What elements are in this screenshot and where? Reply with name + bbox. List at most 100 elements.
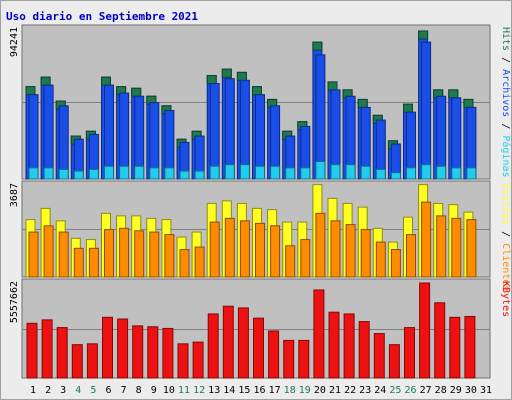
bar-clientes-day-29 xyxy=(451,217,462,278)
x-tick-day-10: 10 xyxy=(163,385,175,396)
legend-text-top-2: Archivos xyxy=(500,63,511,117)
bar-kbytes-day-27 xyxy=(419,282,431,379)
bar-clientes-day-13 xyxy=(209,221,220,278)
bar-paginas-day-5 xyxy=(88,168,99,180)
bar-clientes-day-25 xyxy=(390,249,401,278)
bar-clientes-day-5 xyxy=(88,247,99,278)
bar-paginas-day-9 xyxy=(149,167,160,180)
bar-clientes-day-16 xyxy=(255,222,265,278)
bar-clientes-day-22 xyxy=(345,224,356,278)
bar-archivos-day-1 xyxy=(28,94,39,180)
bar-clientes-day-3 xyxy=(58,231,69,278)
bar-hits-cap-day-27 xyxy=(418,30,429,40)
bar-kbytes-day-12 xyxy=(192,341,204,379)
bar-clientes-day-1 xyxy=(28,231,39,278)
bar-kbytes-day-4 xyxy=(71,344,83,379)
bar-kbytes-day-8 xyxy=(132,325,144,379)
legend-text-top-4: Páginas xyxy=(500,129,512,177)
bar-paginas-day-23 xyxy=(360,165,371,180)
bar-kbytes-day-5 xyxy=(86,343,98,379)
legend-text-top-0: Hits xyxy=(500,27,511,51)
bar-clientes-day-9 xyxy=(149,231,160,278)
x-tick-day-9: 9 xyxy=(151,385,157,396)
bar-paginas-day-1 xyxy=(28,167,39,180)
x-tick-day-29: 29 xyxy=(450,385,462,396)
bar-kbytes-day-1 xyxy=(26,322,38,379)
bar-kbytes-day-24 xyxy=(373,333,385,379)
bar-kbytes-day-6 xyxy=(102,316,113,379)
x-tick-day-23: 23 xyxy=(359,385,371,396)
bar-kbytes-day-26 xyxy=(404,327,415,379)
bar-archivos-day-6 xyxy=(104,84,114,180)
bar-clientes-day-20 xyxy=(315,212,326,278)
bar-paginas-day-6 xyxy=(104,165,114,180)
right-legend-bottom: KBytes xyxy=(500,281,511,317)
bar-clientes-day-21 xyxy=(330,220,341,278)
bar-kbytes-day-19 xyxy=(298,339,310,379)
bar-clientes-day-30 xyxy=(466,219,477,278)
bar-paginas-day-17 xyxy=(270,165,281,180)
bar-paginas-day-4 xyxy=(73,170,84,180)
y-max-label-bottom: 5557662 xyxy=(9,281,20,323)
bar-clientes-day-24 xyxy=(375,241,386,278)
bar-kbytes-day-2 xyxy=(41,319,53,379)
bar-archivos-day-14 xyxy=(224,78,235,180)
bar-paginas-day-14 xyxy=(224,164,235,180)
bar-paginas-day-26 xyxy=(406,167,416,180)
bar-hits-cap-day-15 xyxy=(236,71,247,81)
x-tick-day-2: 2 xyxy=(45,385,51,396)
bar-archivos-day-13 xyxy=(209,83,220,180)
bar-paginas-day-24 xyxy=(375,168,386,180)
bar-kbytes-day-28 xyxy=(434,302,446,379)
bar-kbytes-day-23 xyxy=(358,321,370,379)
x-tick-day-7: 7 xyxy=(121,385,127,396)
legend-text-top-1: / xyxy=(500,51,511,63)
bar-kbytes-day-20 xyxy=(313,289,325,379)
bar-archivos-day-29 xyxy=(451,97,462,180)
bar-clientes-day-8 xyxy=(134,230,145,278)
bar-clientes-day-26 xyxy=(406,234,416,278)
bar-archivos-day-2 xyxy=(43,84,54,180)
legend-text-middle-2: Clientes xyxy=(500,237,511,291)
x-tick-day-6: 6 xyxy=(105,385,111,396)
bar-kbytes-day-7 xyxy=(117,318,129,379)
bar-clientes-day-19 xyxy=(300,239,311,278)
bar-clientes-day-7 xyxy=(119,227,130,278)
x-tick-day-30: 30 xyxy=(465,385,477,396)
bar-kbytes-day-14 xyxy=(222,305,234,379)
bar-hits-cap-day-23 xyxy=(357,98,368,108)
x-tick-day-3: 3 xyxy=(60,385,66,396)
bar-kbytes-day-17 xyxy=(268,330,280,379)
x-tick-day-5: 5 xyxy=(90,385,96,396)
bar-kbytes-day-21 xyxy=(328,311,340,379)
bar-paginas-day-7 xyxy=(119,165,130,180)
x-tick-day-20: 20 xyxy=(314,385,326,396)
bar-paginas-day-3 xyxy=(58,168,69,180)
bar-hits-cap-day-26 xyxy=(403,103,413,113)
bar-hits-cap-day-2 xyxy=(40,76,51,86)
bar-paginas-day-22 xyxy=(345,164,356,180)
x-tick-day-27: 27 xyxy=(420,385,432,396)
bar-clientes-day-6 xyxy=(104,229,114,278)
x-tick-day-13: 13 xyxy=(208,385,220,396)
bar-paginas-day-16 xyxy=(255,165,265,180)
bar-paginas-day-15 xyxy=(239,164,250,180)
right-legend-top: Hits / Archivos / Páginas xyxy=(500,27,512,178)
bar-paginas-day-2 xyxy=(43,167,54,180)
bar-clientes-day-14 xyxy=(224,217,235,278)
bar-archivos-day-3 xyxy=(58,105,69,180)
bar-hits-cap-day-6 xyxy=(101,76,111,86)
bar-paginas-day-13 xyxy=(209,165,220,180)
y-max-label-middle: 3687 xyxy=(9,183,20,207)
right-legend-middle: Visitas / Clientes xyxy=(500,183,511,291)
bar-paginas-day-28 xyxy=(436,165,447,180)
bar-paginas-day-29 xyxy=(451,167,462,180)
bar-kbytes-day-16 xyxy=(253,317,264,379)
bar-paginas-day-21 xyxy=(330,164,341,180)
bar-paginas-day-20 xyxy=(315,160,326,180)
bar-clientes-day-23 xyxy=(360,229,371,278)
bar-kbytes-day-29 xyxy=(449,316,461,379)
bar-clientes-day-12 xyxy=(194,246,205,278)
